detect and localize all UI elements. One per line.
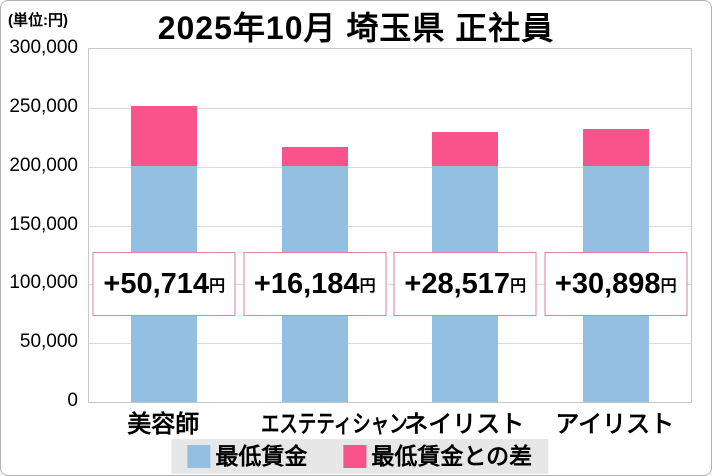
y-tick-label: 300,000 [9, 37, 78, 58]
category-slot: +50,714 円 [89, 49, 240, 402]
category-axis: 美容師 エステティシャン ネイリスト アイリスト [88, 404, 690, 438]
y-tick-label: 0 [67, 390, 78, 411]
y-tick-label: 50,000 [19, 331, 78, 353]
y-tick-label: 100,000 [9, 272, 78, 294]
bar-stack [281, 49, 348, 402]
bar-segment-diff [131, 106, 198, 166]
y-tick-label: 200,000 [9, 154, 78, 176]
category-label: エステティシャン [239, 404, 407, 439]
category-label: ネイリスト [389, 404, 540, 439]
category-label: 美容師 [88, 404, 239, 439]
annotation-value: +16,184 [253, 267, 360, 300]
annotation-unit: 円 [660, 278, 677, 296]
category-label-text: ネイリスト [404, 411, 525, 438]
category-label: アイリスト [540, 404, 691, 439]
annotation-value: +30,898 [554, 267, 661, 300]
y-tick-label: 250,000 [9, 95, 78, 117]
legend-item: 最低賃金との差 [343, 444, 532, 469]
annotation-unit: 円 [359, 278, 376, 296]
annotation-unit: 円 [209, 278, 226, 296]
annotation-value: +28,517 [404, 267, 511, 300]
legend-label: 最低賃金との差 [371, 443, 533, 469]
y-tick-label: 150,000 [9, 213, 78, 235]
legend-label: 最低賃金 [215, 443, 308, 469]
bar-segment-diff [582, 129, 649, 166]
category-slot: +16,184 円 [240, 49, 391, 402]
legend-swatch-diff-icon [343, 445, 367, 468]
bar-segment-diff [281, 146, 348, 166]
category-label-text: 美容師 [127, 411, 200, 438]
unit-label: (単位:円) [8, 12, 68, 29]
bar-stack [131, 49, 198, 402]
category-label-text: エステティシャン [260, 411, 408, 438]
gridline [89, 107, 691, 109]
category-slot: +30,898 円 [541, 49, 692, 402]
annotation-box: +16,184 円 [243, 252, 387, 317]
annotation-unit: 円 [510, 278, 527, 296]
plot-area: +50,714 円 +16,184 円 +28,517 円 +30,898 円 [88, 48, 692, 403]
chart-title: 2025年10月 埼玉県 正社員 [157, 10, 555, 46]
legend-swatch-min-wage-icon [187, 445, 211, 468]
bar-stack [582, 49, 649, 402]
category-label-text: アイリスト [555, 411, 675, 438]
legend-item: 最低賃金 [187, 444, 307, 469]
gridline [89, 343, 691, 345]
annotation-box: +30,898 円 [544, 252, 688, 317]
bar-stack [432, 49, 499, 402]
legend: 最低賃金 最低賃金との差 [171, 439, 549, 474]
bar-segment-diff [432, 132, 499, 166]
y-axis-labels: 300,000 250,000 200,000 150,000 100,000 50,00… [1, 37, 82, 411]
annotation-value: +50,714 [103, 267, 210, 300]
category-slot: +28,517 円 [390, 49, 541, 402]
annotation-box: +28,517 円 [393, 252, 537, 317]
gridline [89, 225, 691, 227]
annotation-box: +50,714 円 [92, 252, 236, 317]
gridline [89, 284, 691, 286]
gridline [89, 166, 691, 168]
